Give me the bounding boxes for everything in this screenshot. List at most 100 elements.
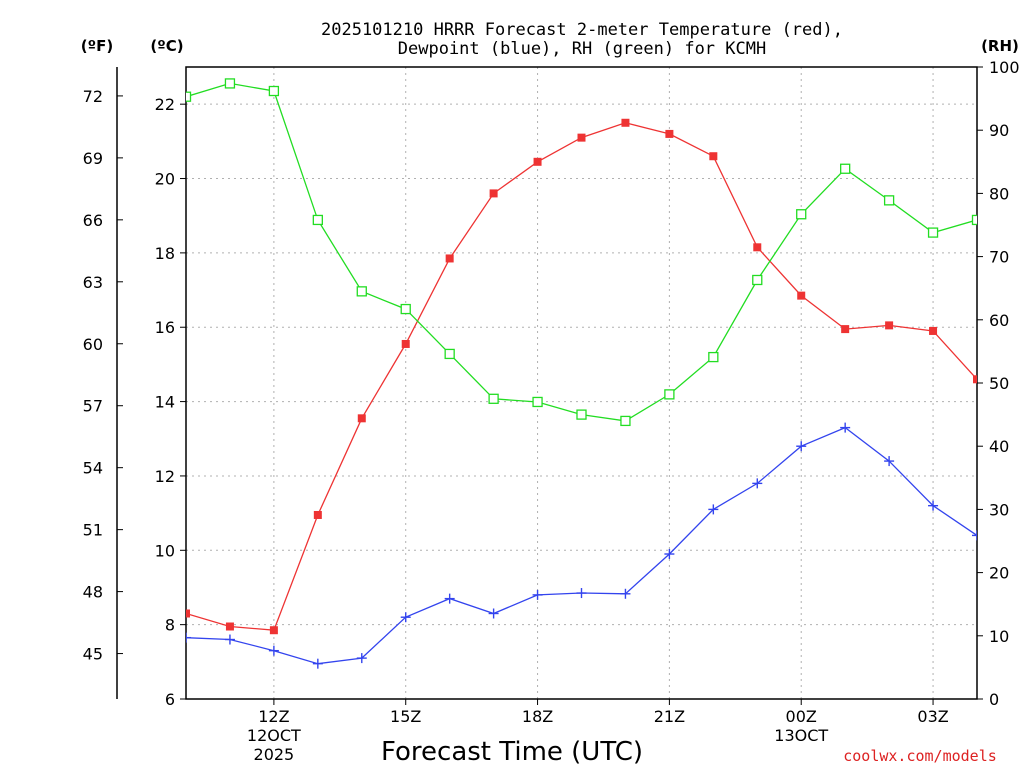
- rh-point: [576, 409, 587, 420]
- temperature-point: [753, 243, 762, 252]
- rh-tick-label: 80: [989, 184, 1009, 203]
- dewpoint-point: [972, 530, 977, 541]
- celsius-tick-label: 22: [155, 95, 175, 114]
- temperature-point: [269, 626, 278, 635]
- grid-lines: [186, 67, 977, 699]
- fahrenheit-tick-label: 54: [83, 459, 103, 478]
- dewpoint-point: [840, 422, 851, 433]
- rh-axis: 0 10 20 30 40 50 60 70 80 90 100: [977, 58, 1020, 709]
- watermark-text: coolwx.com/models: [843, 747, 997, 765]
- celsius-tick-label: 12: [155, 467, 175, 486]
- temperature-point: [709, 152, 718, 161]
- temperature-point: [665, 129, 674, 138]
- dewpoint-point: [224, 634, 235, 645]
- rh-point: [620, 415, 631, 427]
- temperature-point: [797, 291, 806, 300]
- rh-tick-label: 70: [989, 248, 1009, 267]
- time-tick-label: 15Z: [390, 707, 421, 726]
- rh-point: [532, 396, 543, 408]
- fahrenheit-axis: 45 48 51 54 57 60 63 66 69 72: [83, 67, 123, 699]
- fahrenheit-tick-label: 66: [83, 211, 103, 230]
- rh-point: [971, 214, 977, 226]
- dewpoint-point: [664, 549, 675, 560]
- temperature-point: [841, 325, 850, 334]
- temperature-point: [401, 339, 410, 348]
- fahrenheit-tick-label: 63: [83, 273, 103, 292]
- rh-point: [883, 195, 895, 206]
- rh-point: [400, 303, 411, 315]
- dewpoint-point: [620, 588, 631, 599]
- rh-point: [796, 209, 807, 220]
- rh-point: [444, 348, 455, 360]
- temperature-point: [577, 133, 586, 142]
- temperature-point: [885, 321, 894, 330]
- plot-frame: [185, 66, 978, 700]
- dewpoint-point: [752, 478, 763, 489]
- dewpoint-point: [356, 653, 367, 664]
- celsius-tick-label: 8: [165, 616, 175, 635]
- dewpoint-point: [708, 504, 719, 515]
- rh-point: [708, 351, 719, 363]
- time-tick-label: 21Z: [654, 707, 685, 726]
- celsius-axis: 6 8 10 12 14 16 18 20 22: [155, 95, 186, 709]
- dewpoint-point: [532, 589, 543, 600]
- chart-title-line2: Dewpoint (blue), RH (green) for KCMH: [398, 39, 766, 59]
- temperature-point: [489, 189, 498, 198]
- fahrenheit-tick-label: 45: [83, 645, 103, 664]
- fahrenheit-tick-label: 69: [83, 149, 103, 168]
- rh-point: [268, 85, 280, 97]
- unit-rh-label: (RH): [981, 37, 1019, 55]
- celsius-tick-label: 20: [155, 170, 175, 189]
- temperature-point: [973, 375, 977, 384]
- temperature-point: [357, 414, 366, 423]
- rh-point: [488, 393, 499, 404]
- temperature-point: [445, 254, 454, 263]
- time-tick-sublabel: 13OCT: [774, 726, 828, 745]
- dewpoint-point: [444, 593, 455, 604]
- rh-point: [356, 286, 367, 297]
- dewpoint-point: [400, 612, 411, 623]
- temperature-point: [186, 609, 190, 618]
- rh-tick-label: 30: [989, 500, 1009, 519]
- rh-point: [224, 78, 236, 89]
- rh-tick-label: 10: [989, 627, 1009, 646]
- dewpoint-point: [186, 632, 191, 643]
- temperature-point: [533, 157, 542, 166]
- celsius-tick-label: 18: [155, 244, 175, 263]
- dewpoint-point: [796, 441, 807, 452]
- dewpoint-point: [576, 588, 587, 599]
- rh-point: [312, 214, 323, 226]
- x-axis-title: Forecast Time (UTC): [381, 737, 643, 767]
- rh-tick-label: 90: [989, 121, 1009, 140]
- rh-tick-label: 40: [989, 437, 1009, 456]
- celsius-tick-label: 6: [165, 690, 175, 709]
- dewpoint-line: [186, 426, 977, 665]
- rh-tick-label: 0: [989, 690, 999, 709]
- chart-title-line1: 2025101210 HRRR Forecast 2-meter Tempera…: [321, 20, 843, 40]
- series-layer: [186, 78, 977, 669]
- temperature-point: [621, 118, 630, 127]
- celsius-tick-label: 16: [155, 318, 175, 337]
- fahrenheit-tick-label: 51: [83, 521, 103, 540]
- dewpoint-point: [884, 456, 895, 467]
- dewpoint-point: [928, 500, 939, 511]
- rh-tick-label: 60: [989, 311, 1009, 330]
- rh-point: [752, 274, 763, 286]
- rh-point: [840, 163, 851, 174]
- fahrenheit-tick-label: 72: [83, 87, 103, 106]
- time-tick-label: 12Z: [258, 707, 289, 726]
- dewpoint-point: [488, 608, 499, 619]
- unit-fahrenheit-label: (ºF): [81, 37, 113, 55]
- fahrenheit-tick-label: 60: [83, 335, 103, 354]
- temperature-point: [225, 622, 234, 631]
- time-tick-label: 03Z: [917, 707, 948, 726]
- rh-tick-label: 50: [989, 374, 1009, 393]
- fahrenheit-tick-label: 48: [83, 583, 103, 602]
- time-tick-sublabel: 2025: [254, 745, 295, 764]
- fahrenheit-tick-label: 57: [83, 397, 103, 416]
- unit-celsius-label: (ºC): [150, 37, 183, 55]
- rh-point: [664, 389, 675, 400]
- rh-point: [927, 227, 939, 238]
- temperature-point: [929, 326, 938, 335]
